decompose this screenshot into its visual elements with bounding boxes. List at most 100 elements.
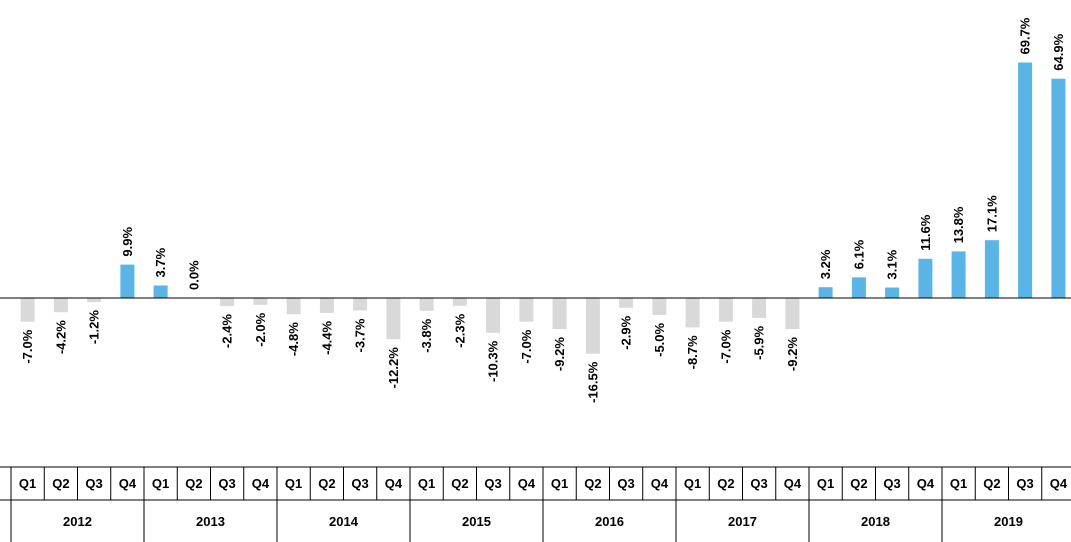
data-label: -5.9% (752, 325, 767, 359)
bar (552, 298, 567, 330)
quarter-tick-label: Q3 (883, 476, 900, 491)
data-label: -2.0% (253, 312, 268, 346)
data-label: -2.4% (220, 314, 235, 348)
bar (53, 298, 68, 313)
bar (619, 298, 634, 308)
year-tick-label: 2016 (595, 514, 624, 529)
year-tick-label: 2017 (728, 514, 757, 529)
quarter-tick-label: Q4 (651, 476, 669, 491)
bar (20, 298, 35, 322)
quarter-tick-label: Q3 (218, 476, 235, 491)
quarter-tick-label: Q2 (584, 476, 601, 491)
data-label: -7.0% (20, 329, 35, 363)
quarter-tick-label: Q1 (285, 476, 302, 491)
quarter-tick-label: Q1 (684, 476, 701, 491)
data-label: -12.2% (386, 347, 401, 389)
data-label: -2.9% (619, 315, 634, 349)
bar (286, 298, 301, 315)
quarter-tick-label: Q1 (418, 476, 435, 491)
quarter-tick-label: Q2 (451, 476, 468, 491)
data-label: -3.7% (353, 318, 368, 352)
data-label: 3.2% (818, 249, 833, 279)
bar (652, 298, 667, 315)
quarter-tick-label: Q2 (983, 476, 1000, 491)
year-tick-label: 2018 (861, 514, 890, 529)
bar (585, 298, 600, 354)
bar (452, 298, 467, 306)
bar (785, 298, 800, 330)
quarter-tick-label: Q4 (119, 476, 137, 491)
bar (519, 298, 534, 322)
data-label: 0.0% (186, 260, 201, 290)
bar (818, 287, 833, 298)
quarter-tick-label: Q1 (152, 476, 169, 491)
year-tick-label: 2015 (462, 514, 491, 529)
data-label: 69.7% (1018, 17, 1033, 54)
data-label: -16.5% (585, 361, 600, 403)
quarter-tick-label: Q2 (717, 476, 734, 491)
quarter-tick-label: Q3 (85, 476, 102, 491)
bar (951, 251, 966, 298)
bar (718, 298, 733, 322)
bar (752, 298, 767, 318)
quarter-tick-label: Q2 (185, 476, 202, 491)
data-label: -8.7% (685, 335, 700, 369)
data-label: 17.1% (984, 195, 999, 232)
bar (87, 298, 102, 303)
quarter-tick-label: Q2 (850, 476, 867, 491)
quarter-tick-label: Q3 (617, 476, 634, 491)
data-label: -1.2% (87, 310, 102, 344)
bar (220, 298, 235, 307)
bar (319, 298, 334, 313)
quarter-tick-label: Q3 (351, 476, 368, 491)
quarter-tick-label: Q1 (817, 476, 834, 491)
bar (1051, 78, 1066, 298)
bar (851, 277, 866, 298)
quarter-tick-label: Q2 (318, 476, 335, 491)
data-label: -10.3% (486, 340, 501, 382)
category-axis: Q1 Q2 Q3 Q4 Q1 Q2 Q3 Q4 Q1 Q2 Q3 Q4 Q1 Q2 Q3 Q4 Q1 Q2 Q3 Q4… (0, 297, 1071, 542)
bar (984, 240, 999, 298)
quarter-tick-label: Q4 (1050, 476, 1068, 491)
bar (386, 298, 401, 340)
data-label: -4.8% (286, 322, 301, 356)
quarter-tick-label: Q1 (950, 476, 967, 491)
quarter-tick-label: Q4 (252, 476, 270, 491)
data-label: -9.2% (785, 337, 800, 371)
data-label: -3.8% (419, 318, 434, 352)
bar (486, 298, 501, 333)
bar (918, 258, 933, 298)
quarter-tick-label: Q1 (551, 476, 568, 491)
data-label: -4.2% (53, 320, 68, 354)
bar (253, 298, 268, 305)
data-label: 3.7% (153, 247, 168, 277)
data-label: 11.6% (918, 214, 933, 251)
bar (885, 287, 900, 298)
quarter-tick-label: Q4 (784, 476, 802, 491)
year-tick-label: 2019 (994, 514, 1023, 529)
data-label: 64.9% (1051, 33, 1066, 70)
data-label: 9.9% (120, 227, 135, 257)
bar (419, 298, 434, 311)
bar (120, 264, 135, 298)
data-label: -7.0% (519, 329, 534, 363)
bar (1018, 62, 1033, 298)
year-tick-label: 2014 (329, 514, 359, 529)
data-label: 13.8% (951, 206, 966, 243)
data-label: 6.1% (851, 239, 866, 269)
quarter-tick-label: Q1 (19, 476, 36, 491)
bar (353, 298, 368, 311)
quarter-tick-label: Q3 (1016, 476, 1033, 491)
data-label: -4.4% (319, 320, 334, 354)
data-labels-group: -7.0% -4.2% -1.2% 9.9% 3.7% 0.0% -2.4% -2.0% -4.… (20, 17, 1066, 403)
quarter-tick-label: Q3 (484, 476, 501, 491)
data-label: -5.0% (652, 322, 667, 356)
data-label: -7.0% (718, 329, 733, 363)
quarter-tick-label: Q4 (917, 476, 935, 491)
data-label: -9.2% (552, 337, 567, 371)
data-label: 3.1% (885, 249, 900, 279)
bar (153, 285, 168, 298)
quarter-tick-label: Q4 (518, 476, 536, 491)
year-tick-label: 2012 (63, 514, 92, 529)
